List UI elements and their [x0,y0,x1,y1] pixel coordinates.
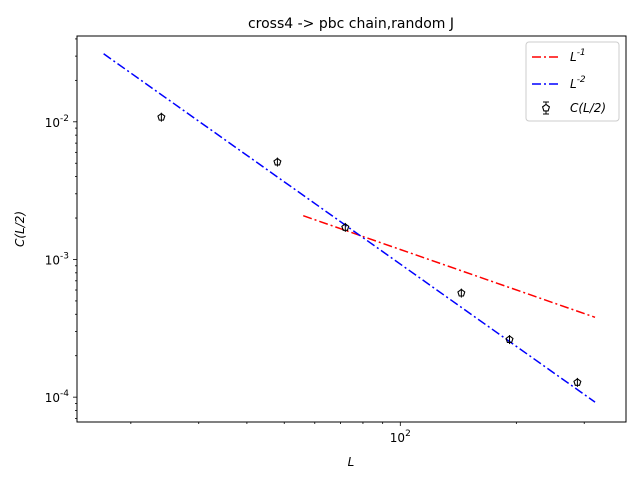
legend-box [525,41,620,122]
legend: L-1 L-2 C(L/2) [525,41,620,122]
y-axis-label: C(L/2) [13,211,27,247]
series-line-0 [302,214,596,319]
data-point [341,223,350,231]
axis-ticks: 102 10-4 10-3 10-2 [45,38,585,445]
x-tick-label: 102 [390,429,411,445]
data-points [157,112,582,387]
data-point [457,288,466,297]
data-point [273,157,282,166]
y-tick-label: 10-3 [45,251,69,267]
data-point [573,378,582,386]
chart-title: cross4 -> pbc chain,random J [248,16,454,32]
legend-label: L-1 [570,48,586,64]
data-point [505,335,514,344]
legend-label: C(L/2) [570,101,606,115]
y-tick-label: 10-4 [45,389,70,405]
data-point [157,112,166,121]
y-tick-label: 10-2 [45,114,69,130]
x-axis-label: L [348,455,355,469]
series-line-1 [103,53,596,403]
legend-marker-swatch [541,103,551,112]
series-lines [103,53,596,403]
legend-label: L-2 [570,75,586,91]
